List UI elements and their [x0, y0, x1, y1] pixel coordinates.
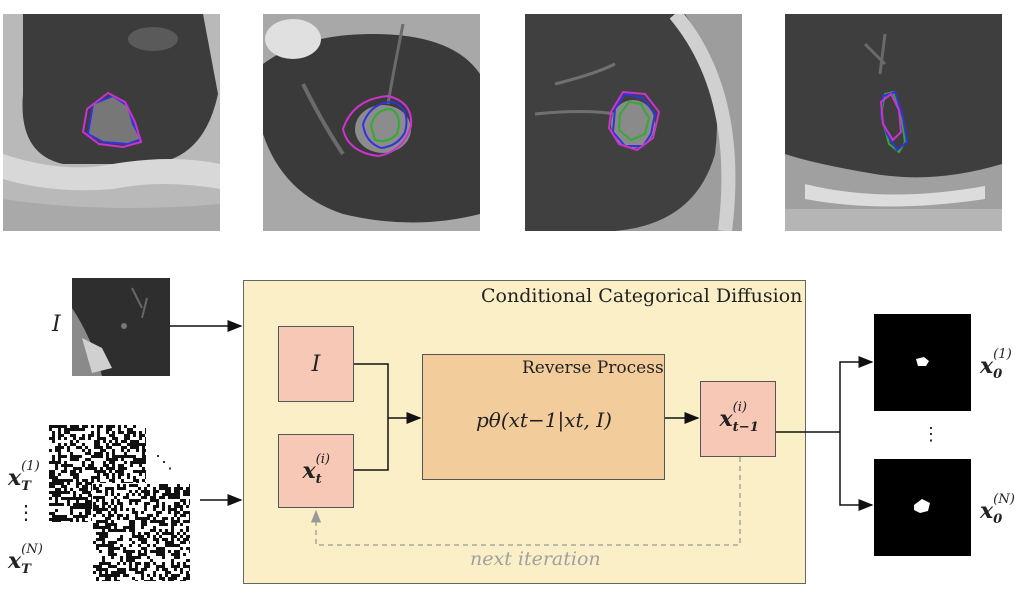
ct-thumbnail-4	[785, 14, 1002, 231]
output-mask-first	[874, 314, 971, 411]
panel-title: Conditional Categorical Diffusion	[481, 285, 803, 307]
reverse-process-formula: pθ(xt−1|xt, I)	[476, 408, 612, 432]
noise-label-first: x (1) T	[8, 458, 40, 495]
ct-thumbnail-3	[525, 14, 742, 231]
noise-vdots: ⋮	[16, 500, 36, 524]
noise-label-last: x (N) T	[8, 541, 43, 578]
noise-image-last	[92, 483, 192, 583]
condition-box: I	[278, 326, 354, 402]
xt-minus-1-box: x (i) t−1	[700, 381, 776, 457]
ct-thumbnail-2	[263, 14, 480, 231]
condition-label: I	[311, 351, 321, 377]
output-label-first: x (1) 0	[980, 346, 1012, 383]
loop-label: next iteration	[470, 548, 601, 570]
xt-box: x (i) t	[278, 434, 354, 508]
reverse-process-title: Reverse Process	[522, 358, 664, 378]
input-ct-image	[72, 278, 170, 376]
output-label-last: x (N) 0	[980, 491, 1015, 528]
noise-ddots: ⋱	[155, 452, 173, 473]
output-mask-last	[874, 459, 971, 556]
xt-label: x (i) t	[302, 451, 331, 488]
ct-thumbnail-1	[3, 14, 220, 231]
output-vdots: ⋮	[922, 424, 940, 445]
xt-minus-1-label: x (i) t−1	[719, 399, 759, 436]
input-image-label: I	[52, 312, 61, 337]
